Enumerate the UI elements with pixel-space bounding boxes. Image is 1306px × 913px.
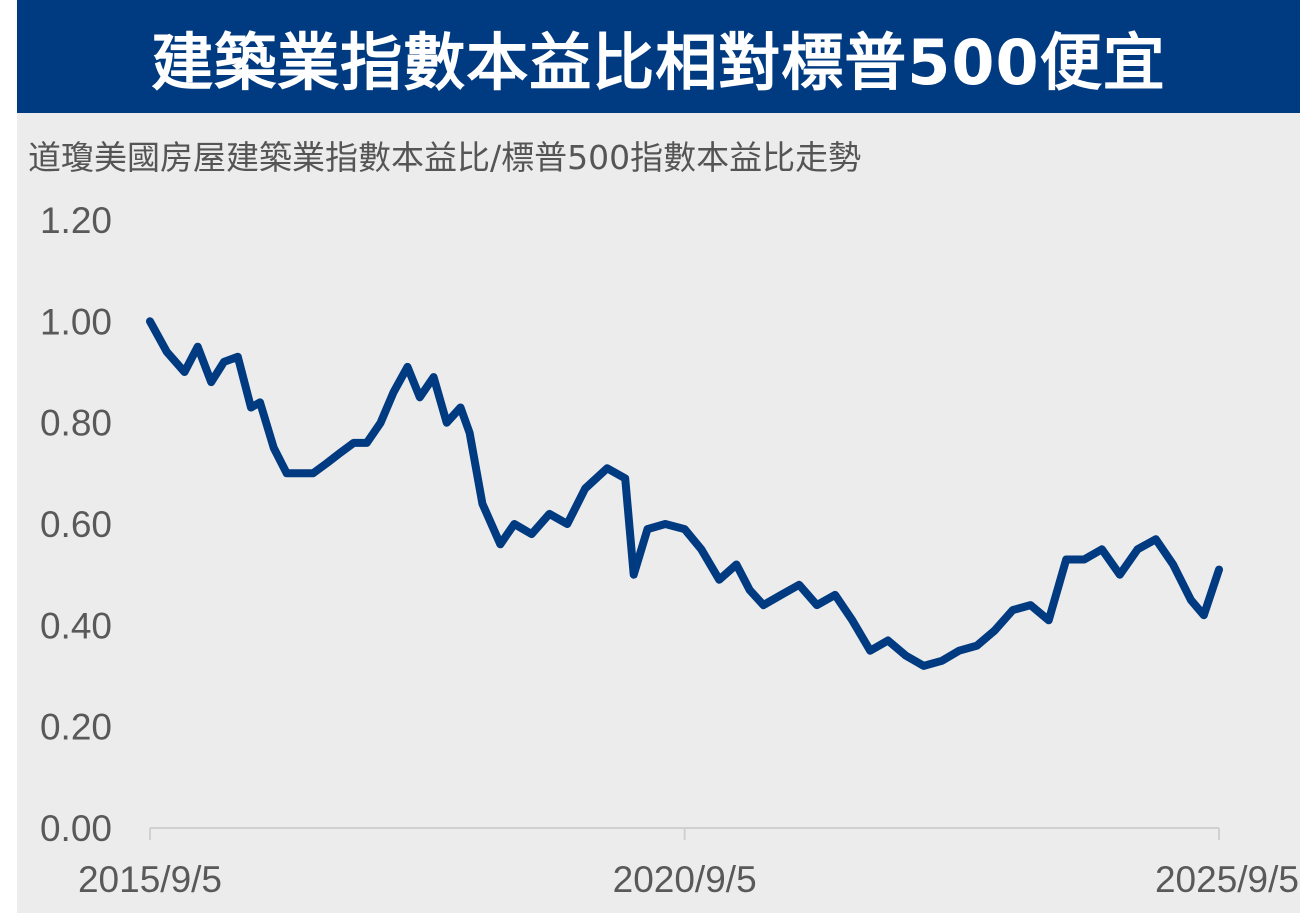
data-point (283, 469, 291, 477)
data-point (1134, 545, 1142, 553)
data-point (938, 657, 946, 665)
data-point (732, 561, 740, 568)
data-point (309, 469, 317, 477)
data-point (256, 398, 264, 406)
data-point (528, 530, 536, 538)
data-point (443, 419, 451, 427)
data-point (390, 388, 397, 396)
data-point (363, 439, 371, 447)
data-point (496, 540, 504, 548)
data-point (1169, 561, 1177, 568)
data-point (715, 576, 723, 584)
data-point (510, 520, 518, 528)
data-point (350, 439, 358, 447)
data-point (603, 464, 611, 472)
x-tick-label: 2025/9/5 (1155, 859, 1299, 900)
data-point (1027, 601, 1034, 609)
data-point (831, 591, 839, 599)
data-point (777, 591, 785, 599)
data-point (336, 449, 344, 457)
data-point (563, 520, 571, 528)
title-banner: 建築業指數本益比相對標普500便宜 (17, 0, 1300, 113)
data-point (920, 662, 928, 670)
data-point (545, 510, 553, 518)
x-axis: 2015/9/5 2020/9/5 2025/9/5 (78, 827, 1299, 900)
data-point (1116, 571, 1124, 579)
y-tick-label: 0.20 (40, 707, 112, 748)
data-point (1009, 606, 1017, 614)
data-point (220, 358, 228, 366)
y-axis: 0.00 0.20 0.40 0.60 0.80 1.00 1.20 (40, 200, 112, 849)
data-point (181, 368, 188, 376)
data-point (681, 525, 689, 533)
data-point (270, 444, 278, 452)
data-point (902, 652, 910, 660)
data-point (759, 601, 767, 609)
data-point (1098, 545, 1106, 553)
data-point (1062, 556, 1070, 563)
data-point (377, 419, 385, 427)
y-tick-label: 0.00 (40, 808, 112, 849)
chart-subtitle: 道瓊美國房屋建築業指數本益比/標普500指數本益比走勢 (28, 138, 862, 177)
y-tick-label: 1.20 (40, 200, 112, 241)
data-point (644, 525, 651, 533)
data-point (955, 647, 963, 655)
data-point (163, 348, 171, 356)
data-point (430, 373, 438, 381)
data-point (973, 642, 981, 650)
data-point (1045, 616, 1053, 624)
data-point (746, 586, 754, 594)
data-point (1200, 611, 1208, 619)
y-tick-label: 0.40 (40, 605, 112, 646)
series-line (146, 317, 1223, 670)
data-point (478, 500, 486, 508)
data-point (621, 474, 629, 482)
data-point (991, 626, 999, 634)
data-point (416, 393, 424, 401)
data-point (848, 616, 856, 624)
data-point (1152, 535, 1160, 543)
x-tick-label: 2020/9/5 (613, 859, 757, 900)
data-point (1187, 596, 1195, 604)
data-point (297, 469, 305, 477)
data-point (1080, 556, 1088, 563)
data-point (146, 317, 154, 325)
data-point (697, 545, 705, 553)
data-point (795, 581, 803, 589)
y-tick-label: 0.80 (40, 403, 112, 444)
series-group (146, 317, 1223, 670)
data-point (884, 637, 892, 644)
data-point (866, 647, 874, 655)
data-point (1215, 566, 1223, 574)
y-tick-label: 1.00 (40, 301, 112, 342)
data-point (813, 601, 821, 609)
data-point (404, 363, 411, 371)
data-point (207, 378, 215, 386)
data-point (247, 404, 255, 411)
data-point (466, 429, 474, 437)
y-tick-label: 0.60 (40, 504, 112, 545)
data-point (194, 343, 202, 351)
chart-panel (17, 113, 1300, 913)
data-point (323, 459, 331, 467)
data-point (581, 485, 589, 492)
data-point (457, 404, 464, 411)
data-point (234, 353, 242, 361)
page-title: 建築業指數本益比相對標普500便宜 (151, 25, 1166, 99)
data-point (661, 520, 669, 528)
x-tick-label: 2015/9/5 (78, 859, 222, 900)
data-point (630, 571, 638, 579)
